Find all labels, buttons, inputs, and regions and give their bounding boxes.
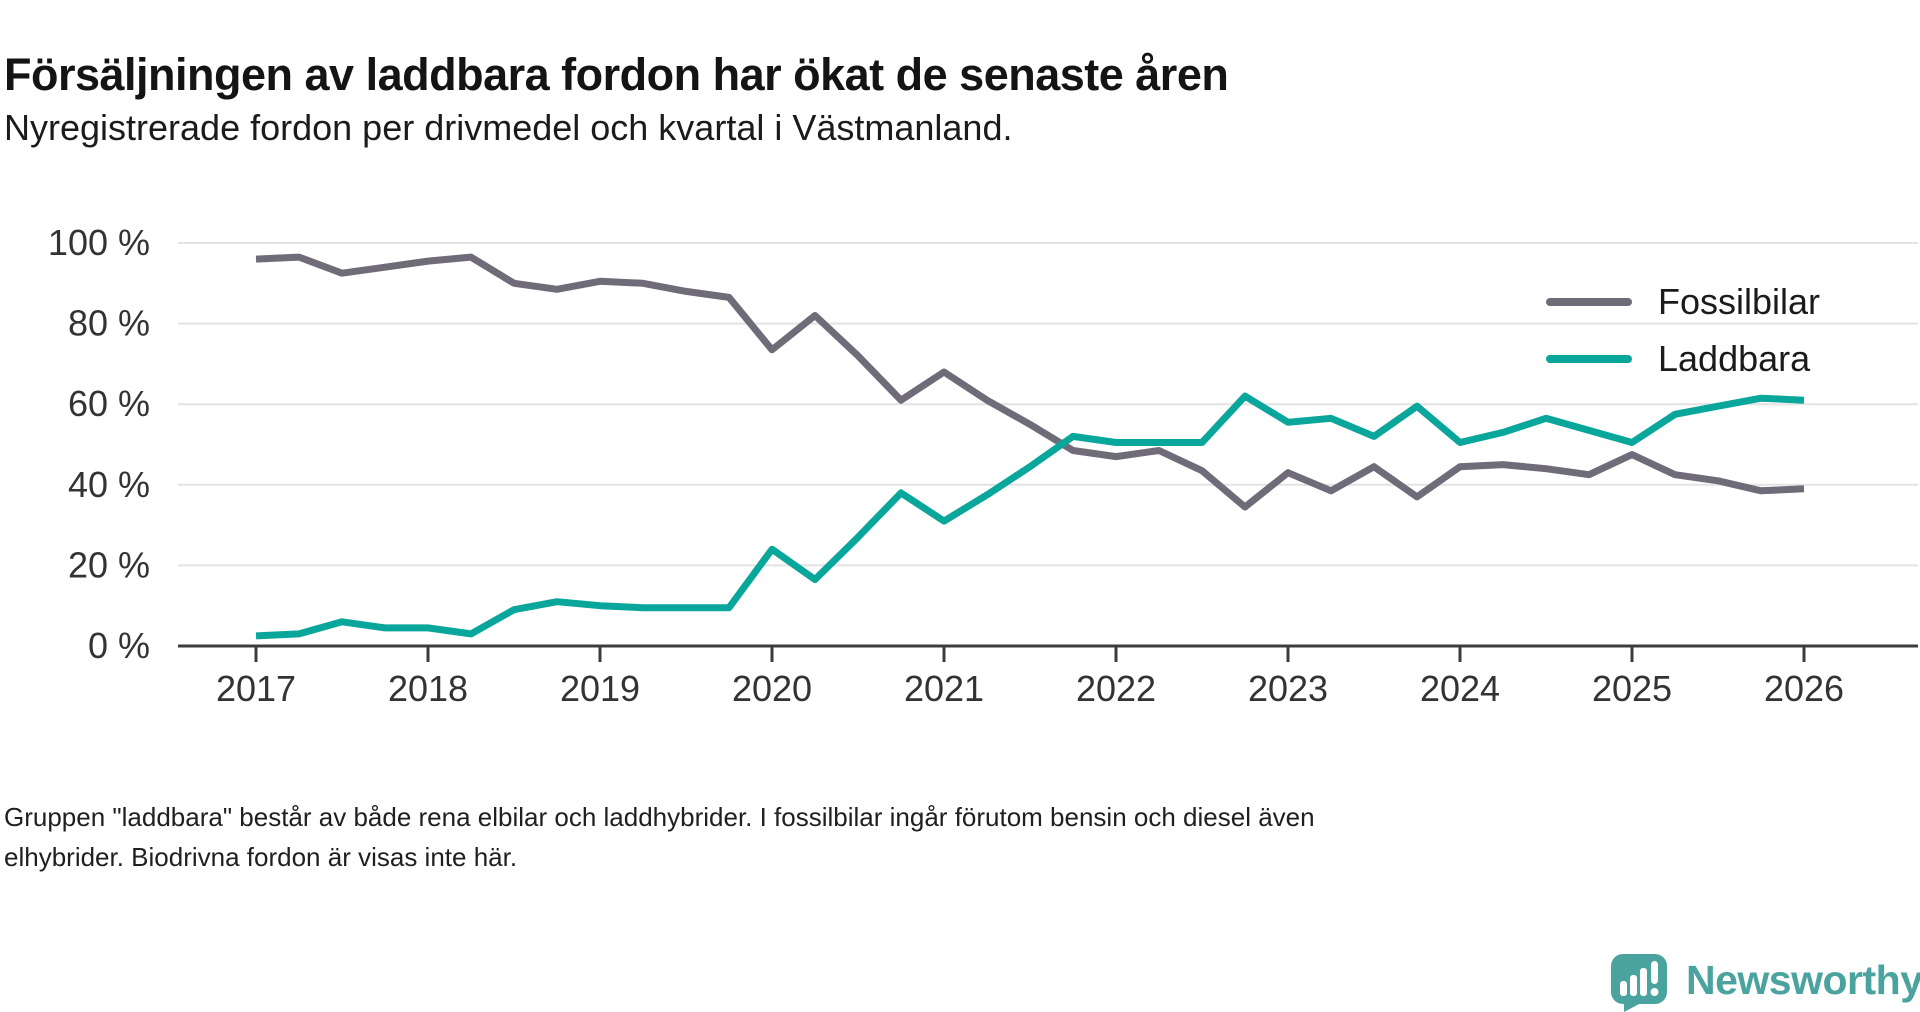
legend-item-fossilbilar: Fossilbilar — [1546, 281, 1821, 322]
y-axis-label: 20 % — [68, 544, 150, 585]
chart-footnote: Gruppen "laddbara" består av både rena e… — [4, 797, 1564, 877]
footnote-line-2: elhybrider. Biodrivna fordon är visas in… — [4, 842, 518, 872]
footnote-line-1: Gruppen "laddbara" består av både rena e… — [4, 802, 1315, 832]
x-axis-label: 2022 — [1076, 668, 1156, 709]
y-axis-label: 100 % — [48, 222, 150, 263]
legend-label: Fossilbilar — [1658, 281, 1821, 322]
x-axis-label: 2025 — [1592, 668, 1672, 709]
y-axis-label: 60 % — [68, 383, 150, 424]
y-axis-label: 80 % — [68, 303, 150, 344]
laddbara-line-swatch-icon — [1546, 355, 1632, 363]
series-line-fossilbilar — [255, 253, 1805, 511]
legend-label: Laddbara — [1658, 338, 1811, 379]
series-line-laddbara — [255, 392, 1805, 640]
x-axis-label: 2017 — [216, 668, 296, 709]
page-title: Försäljningen av laddbara fordon har öka… — [4, 49, 1229, 101]
x-axis-label: 2018 — [388, 668, 468, 709]
y-axis-label: 0 % — [88, 625, 150, 666]
legend-item-laddbara: Laddbara — [1546, 338, 1811, 379]
y-axis-label: 40 % — [68, 464, 150, 505]
x-axis-label: 2024 — [1420, 668, 1500, 709]
newsworthy-logo-icon — [1611, 954, 1667, 1012]
x-axis-label: 2023 — [1248, 668, 1328, 709]
x-axis-label: 2021 — [904, 668, 984, 709]
fossilbilar-line-swatch-icon — [1546, 298, 1632, 306]
page-subtitle: Nyregistrerade fordon per drivmedel och … — [4, 107, 1013, 148]
x-axis-label: 2020 — [732, 668, 812, 709]
x-axis-label: 2019 — [560, 668, 640, 709]
newsworthy-wordmark: Newsworthy — [1686, 957, 1920, 1003]
x-axis-label: 2026 — [1764, 668, 1844, 709]
newsworthy-logo: Newsworthy — [1610, 952, 1920, 1012]
